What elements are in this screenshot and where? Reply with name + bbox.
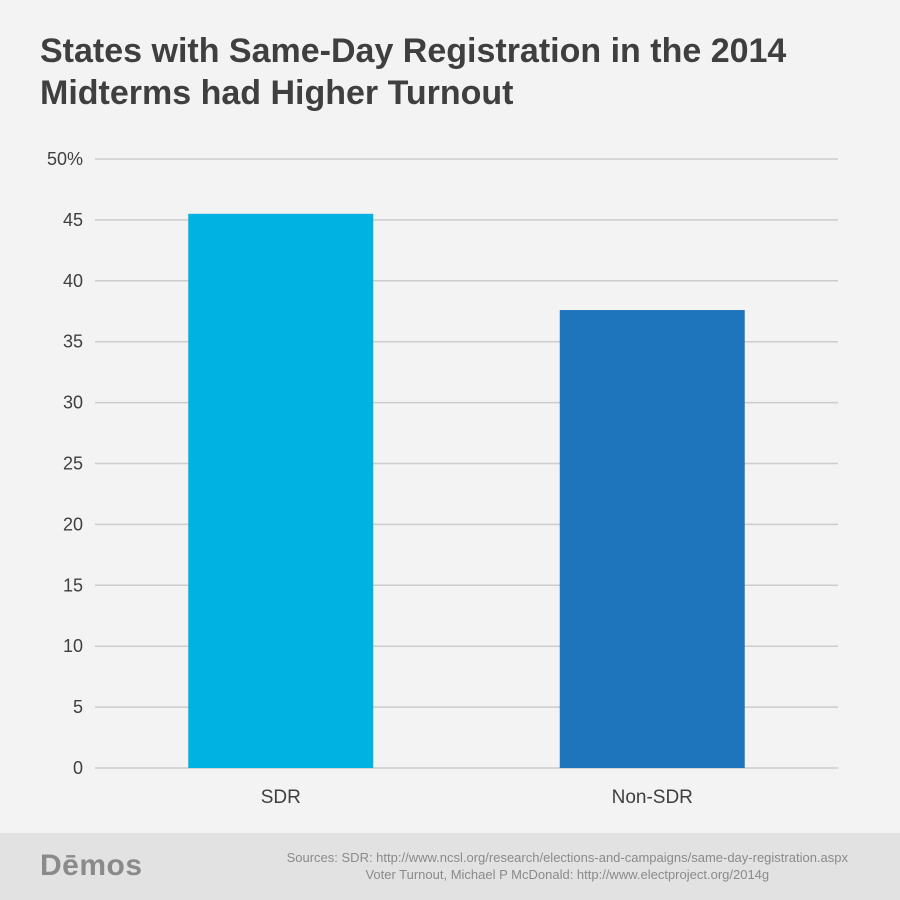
- x-category-label: SDR: [261, 787, 301, 808]
- y-tick-label: 35: [63, 332, 83, 352]
- y-tick-label: 10: [63, 636, 83, 656]
- y-tick-label: 15: [63, 575, 83, 595]
- y-tick-label: 30: [63, 393, 83, 413]
- demos-logo: Dēmos: [40, 849, 143, 882]
- source-line-1: Sources: SDR: http://www.ncsl.org/resear…: [286, 850, 848, 865]
- y-tick-label: 5: [73, 697, 83, 717]
- y-tick-label: 25: [63, 454, 83, 474]
- y-tick-label: 50%: [47, 149, 83, 169]
- footer: Dēmos Sources: SDR: http://www.ncsl.org/…: [0, 833, 900, 900]
- x-category-label: Non-SDR: [612, 787, 693, 808]
- y-tick-label: 45: [63, 210, 83, 230]
- source-line-2: Voter Turnout, Michael P McDonald: http:…: [365, 867, 770, 882]
- bar: [188, 213, 374, 768]
- y-tick-label: 20: [63, 514, 83, 534]
- y-tick-label: 40: [63, 271, 83, 291]
- y-tick-label: 0: [73, 758, 83, 778]
- bar: [559, 310, 745, 768]
- sources-note: Sources: SDR: http://www.ncsl.org/resear…: [287, 849, 848, 883]
- bar-chart: 0 5 10 15 20 25 30 35 40 45 50% SDR Non-SDR: [47, 149, 838, 808]
- chart-title: States with Same-Day Registration in the…: [40, 32, 787, 112]
